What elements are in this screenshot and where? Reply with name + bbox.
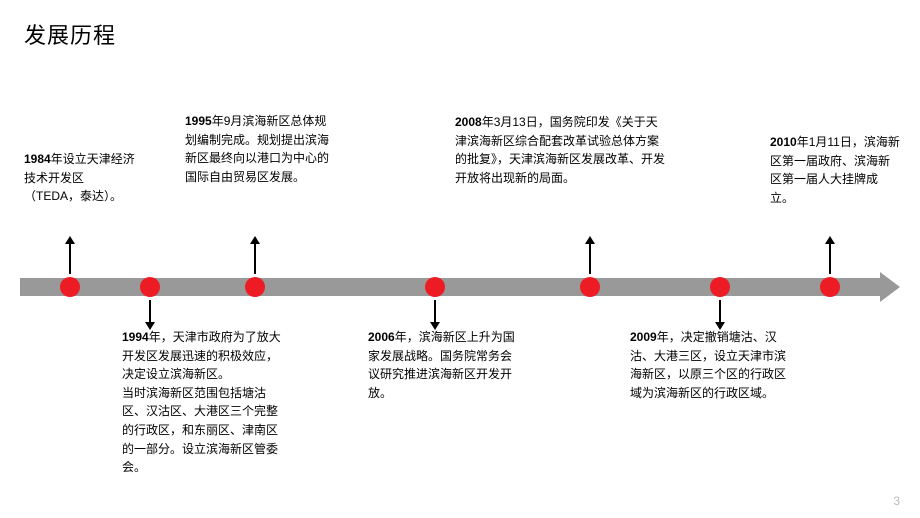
event-text: 1984年设立天津经济技术开发区（TEDA，泰达）。 bbox=[24, 150, 139, 206]
page-title: 发展历程 bbox=[24, 18, 116, 50]
arrow-up-icon bbox=[825, 236, 835, 274]
event-text: 1995年9月滨海新区总体规划编制完成。规划提出滨海新区最终向以港口为中心的国际… bbox=[185, 112, 335, 186]
arrow-down-icon bbox=[430, 300, 440, 330]
arrow-down-icon bbox=[715, 300, 725, 330]
timeline-arrowhead bbox=[880, 272, 900, 302]
timeline-dot bbox=[580, 277, 600, 297]
event-text: 2006年，滨海新区上升为国家发展战略。国务院常务会议研究推进滨海新区开发开放。 bbox=[368, 328, 518, 402]
page-number: 3 bbox=[893, 494, 900, 508]
timeline bbox=[20, 278, 900, 296]
timeline-dot bbox=[245, 277, 265, 297]
timeline-dot bbox=[60, 277, 80, 297]
event-text: 2010年1月11日，滨海新区第一届政府、滨海新区第一届人大挂牌成立。 bbox=[770, 133, 900, 207]
arrow-down-icon bbox=[145, 300, 155, 330]
event-text: 2009年，决定撤销塘沽、汉沽、大港三区，设立天津市滨海新区，以原三个区的行政区… bbox=[630, 328, 790, 402]
timeline-dot bbox=[425, 277, 445, 297]
timeline-dot bbox=[820, 277, 840, 297]
arrow-up-icon bbox=[65, 236, 75, 274]
arrow-up-icon bbox=[585, 236, 595, 274]
event-text: 2008年3月13日，国务院印发《关于天津滨海新区综合配套改革试验总体方案的批复… bbox=[455, 113, 665, 187]
arrow-up-icon bbox=[250, 236, 260, 274]
event-text: 1994年，天津市政府为了放大开发区发展迅速的积极效应，决定设立滨海新区。当时滨… bbox=[122, 328, 282, 477]
timeline-dot bbox=[710, 277, 730, 297]
timeline-dot bbox=[140, 277, 160, 297]
